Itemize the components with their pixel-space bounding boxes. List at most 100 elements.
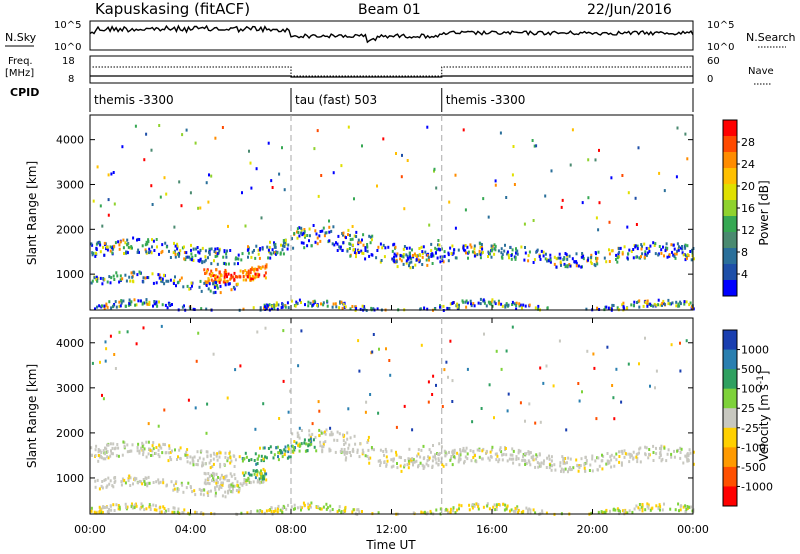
heatmap-cell (470, 245, 473, 249)
heatmap-cell (544, 257, 547, 261)
heatmap-cell (108, 482, 111, 486)
heatmap-cell (141, 441, 144, 445)
heatmap-cell (601, 459, 604, 463)
heatmap-cell (554, 468, 557, 472)
heatmap-cell (275, 446, 278, 450)
heatmap-cell (159, 505, 162, 509)
heatmap-cell (315, 232, 318, 236)
heatmap-cell (292, 246, 295, 250)
heatmap-cell (264, 264, 267, 268)
heatmap-cell (201, 464, 203, 468)
heatmap-cell (681, 245, 683, 248)
heatmap-cell (102, 505, 105, 509)
heatmap-cell (667, 448, 670, 452)
heatmap-cell (504, 503, 507, 507)
heatmap-cell (510, 508, 513, 512)
heatmap-cell (113, 278, 116, 281)
heatmap-cell (364, 246, 367, 250)
heatmap-cell (494, 302, 497, 306)
heatmap-cell (271, 248, 274, 252)
heatmap-cell (194, 510, 197, 514)
heatmap-cell (111, 452, 114, 456)
heatmap-cell (451, 252, 454, 256)
heatmap-cell (462, 246, 465, 250)
heatmap-cell (426, 125, 429, 129)
heatmap-cell (627, 252, 630, 256)
heatmap-cell (382, 243, 385, 247)
heatmap-cell (230, 459, 233, 463)
heatmap-cell (126, 243, 129, 247)
heatmap-cell (362, 243, 365, 247)
heatmap-cell (500, 251, 503, 255)
heatmap-cell (452, 509, 455, 513)
heatmap-cell (181, 133, 184, 137)
freq-left-tick-top: 18 (62, 56, 75, 67)
heatmap-cell (241, 483, 244, 487)
heatmap-cell (351, 510, 354, 514)
heatmap-cell (103, 253, 106, 257)
heatmap-cell (134, 303, 137, 307)
heatmap-cell (163, 176, 166, 180)
heatmap-cell (187, 481, 190, 485)
colorbar-tick-label: -25 (741, 422, 759, 435)
heatmap-cell (536, 454, 539, 458)
heatmap-cell (490, 244, 493, 248)
heatmap-cell (524, 304, 527, 308)
heatmap-cell (176, 242, 179, 246)
heatmap-cell (200, 488, 203, 492)
heatmap-cell (130, 505, 133, 509)
heatmap-cell (186, 460, 189, 464)
heatmap-cell (517, 510, 520, 514)
heatmap-cell (663, 302, 666, 306)
heatmap-cell (96, 305, 98, 309)
heatmap-cell (355, 251, 357, 255)
heatmap-cell (281, 510, 284, 514)
heatmap-cell (527, 508, 529, 512)
heatmap-cell (162, 442, 165, 446)
heatmap-cell (144, 243, 147, 247)
heatmap-cell (245, 271, 248, 275)
heatmap-cell (291, 444, 294, 448)
heatmap-cell (177, 252, 179, 256)
heatmap-cell (339, 247, 342, 251)
heatmap-cell (151, 272, 154, 276)
heatmap-cell (379, 242, 382, 246)
heatmap-cell (106, 280, 109, 284)
heatmap-cell (102, 457, 105, 461)
heatmap-cell (215, 481, 218, 485)
heatmap-cell (273, 243, 276, 247)
heatmap-cell (286, 456, 289, 460)
heatmap-cell (148, 481, 151, 485)
heatmap-cell (449, 302, 452, 306)
heatmap-cell (229, 277, 232, 281)
heatmap-cell (246, 511, 249, 515)
heatmap-cell (596, 468, 599, 472)
heatmap-cell (214, 491, 217, 495)
heatmap-cell (597, 510, 600, 514)
heatmap-cell (253, 249, 255, 252)
heatmap-cell (282, 329, 285, 333)
cpid-mode-label: themis -3300 (446, 93, 526, 107)
nsky-right-tick-bottom: 10^0 (707, 42, 734, 53)
heatmap-cell (307, 505, 310, 509)
heatmap-cell (569, 163, 572, 167)
heatmap-cell (224, 495, 227, 499)
heatmap-cell (94, 479, 97, 483)
heatmap-cell (442, 304, 445, 308)
heatmap-cell (132, 482, 134, 486)
heatmap-cell (658, 503, 661, 507)
heatmap-cell (465, 305, 468, 309)
heatmap-cell (427, 380, 430, 384)
heatmap-cell (113, 509, 116, 512)
heatmap-cell (155, 480, 158, 484)
heatmap-cell (185, 450, 188, 454)
heatmap-cell (577, 264, 580, 268)
heatmap-cell (97, 459, 100, 463)
colorbar-swatch (723, 136, 737, 153)
heatmap-cell (277, 455, 279, 459)
heatmap-cell (515, 251, 517, 255)
heatmap-cell (432, 374, 435, 378)
heatmap-cell (686, 157, 689, 161)
heatmap-cell (341, 248, 344, 252)
heatmap-cell (220, 473, 223, 477)
